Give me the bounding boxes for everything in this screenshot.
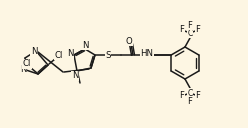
Text: Cl: Cl xyxy=(23,60,31,68)
Text: HN: HN xyxy=(141,50,154,58)
Text: N: N xyxy=(67,50,73,58)
Text: N: N xyxy=(72,72,78,81)
Text: O: O xyxy=(126,36,132,45)
Text: N: N xyxy=(31,47,37,56)
Text: S: S xyxy=(105,51,111,60)
Text: F: F xyxy=(180,25,185,35)
Text: F: F xyxy=(196,92,200,100)
Text: C: C xyxy=(187,29,193,38)
Text: N: N xyxy=(82,40,88,50)
Text: F: F xyxy=(187,20,192,29)
Text: N: N xyxy=(20,65,26,73)
Text: F: F xyxy=(187,97,192,105)
Text: F: F xyxy=(196,25,200,35)
Text: Cl: Cl xyxy=(55,51,63,60)
Text: F: F xyxy=(180,92,185,100)
Text: C: C xyxy=(187,88,193,98)
